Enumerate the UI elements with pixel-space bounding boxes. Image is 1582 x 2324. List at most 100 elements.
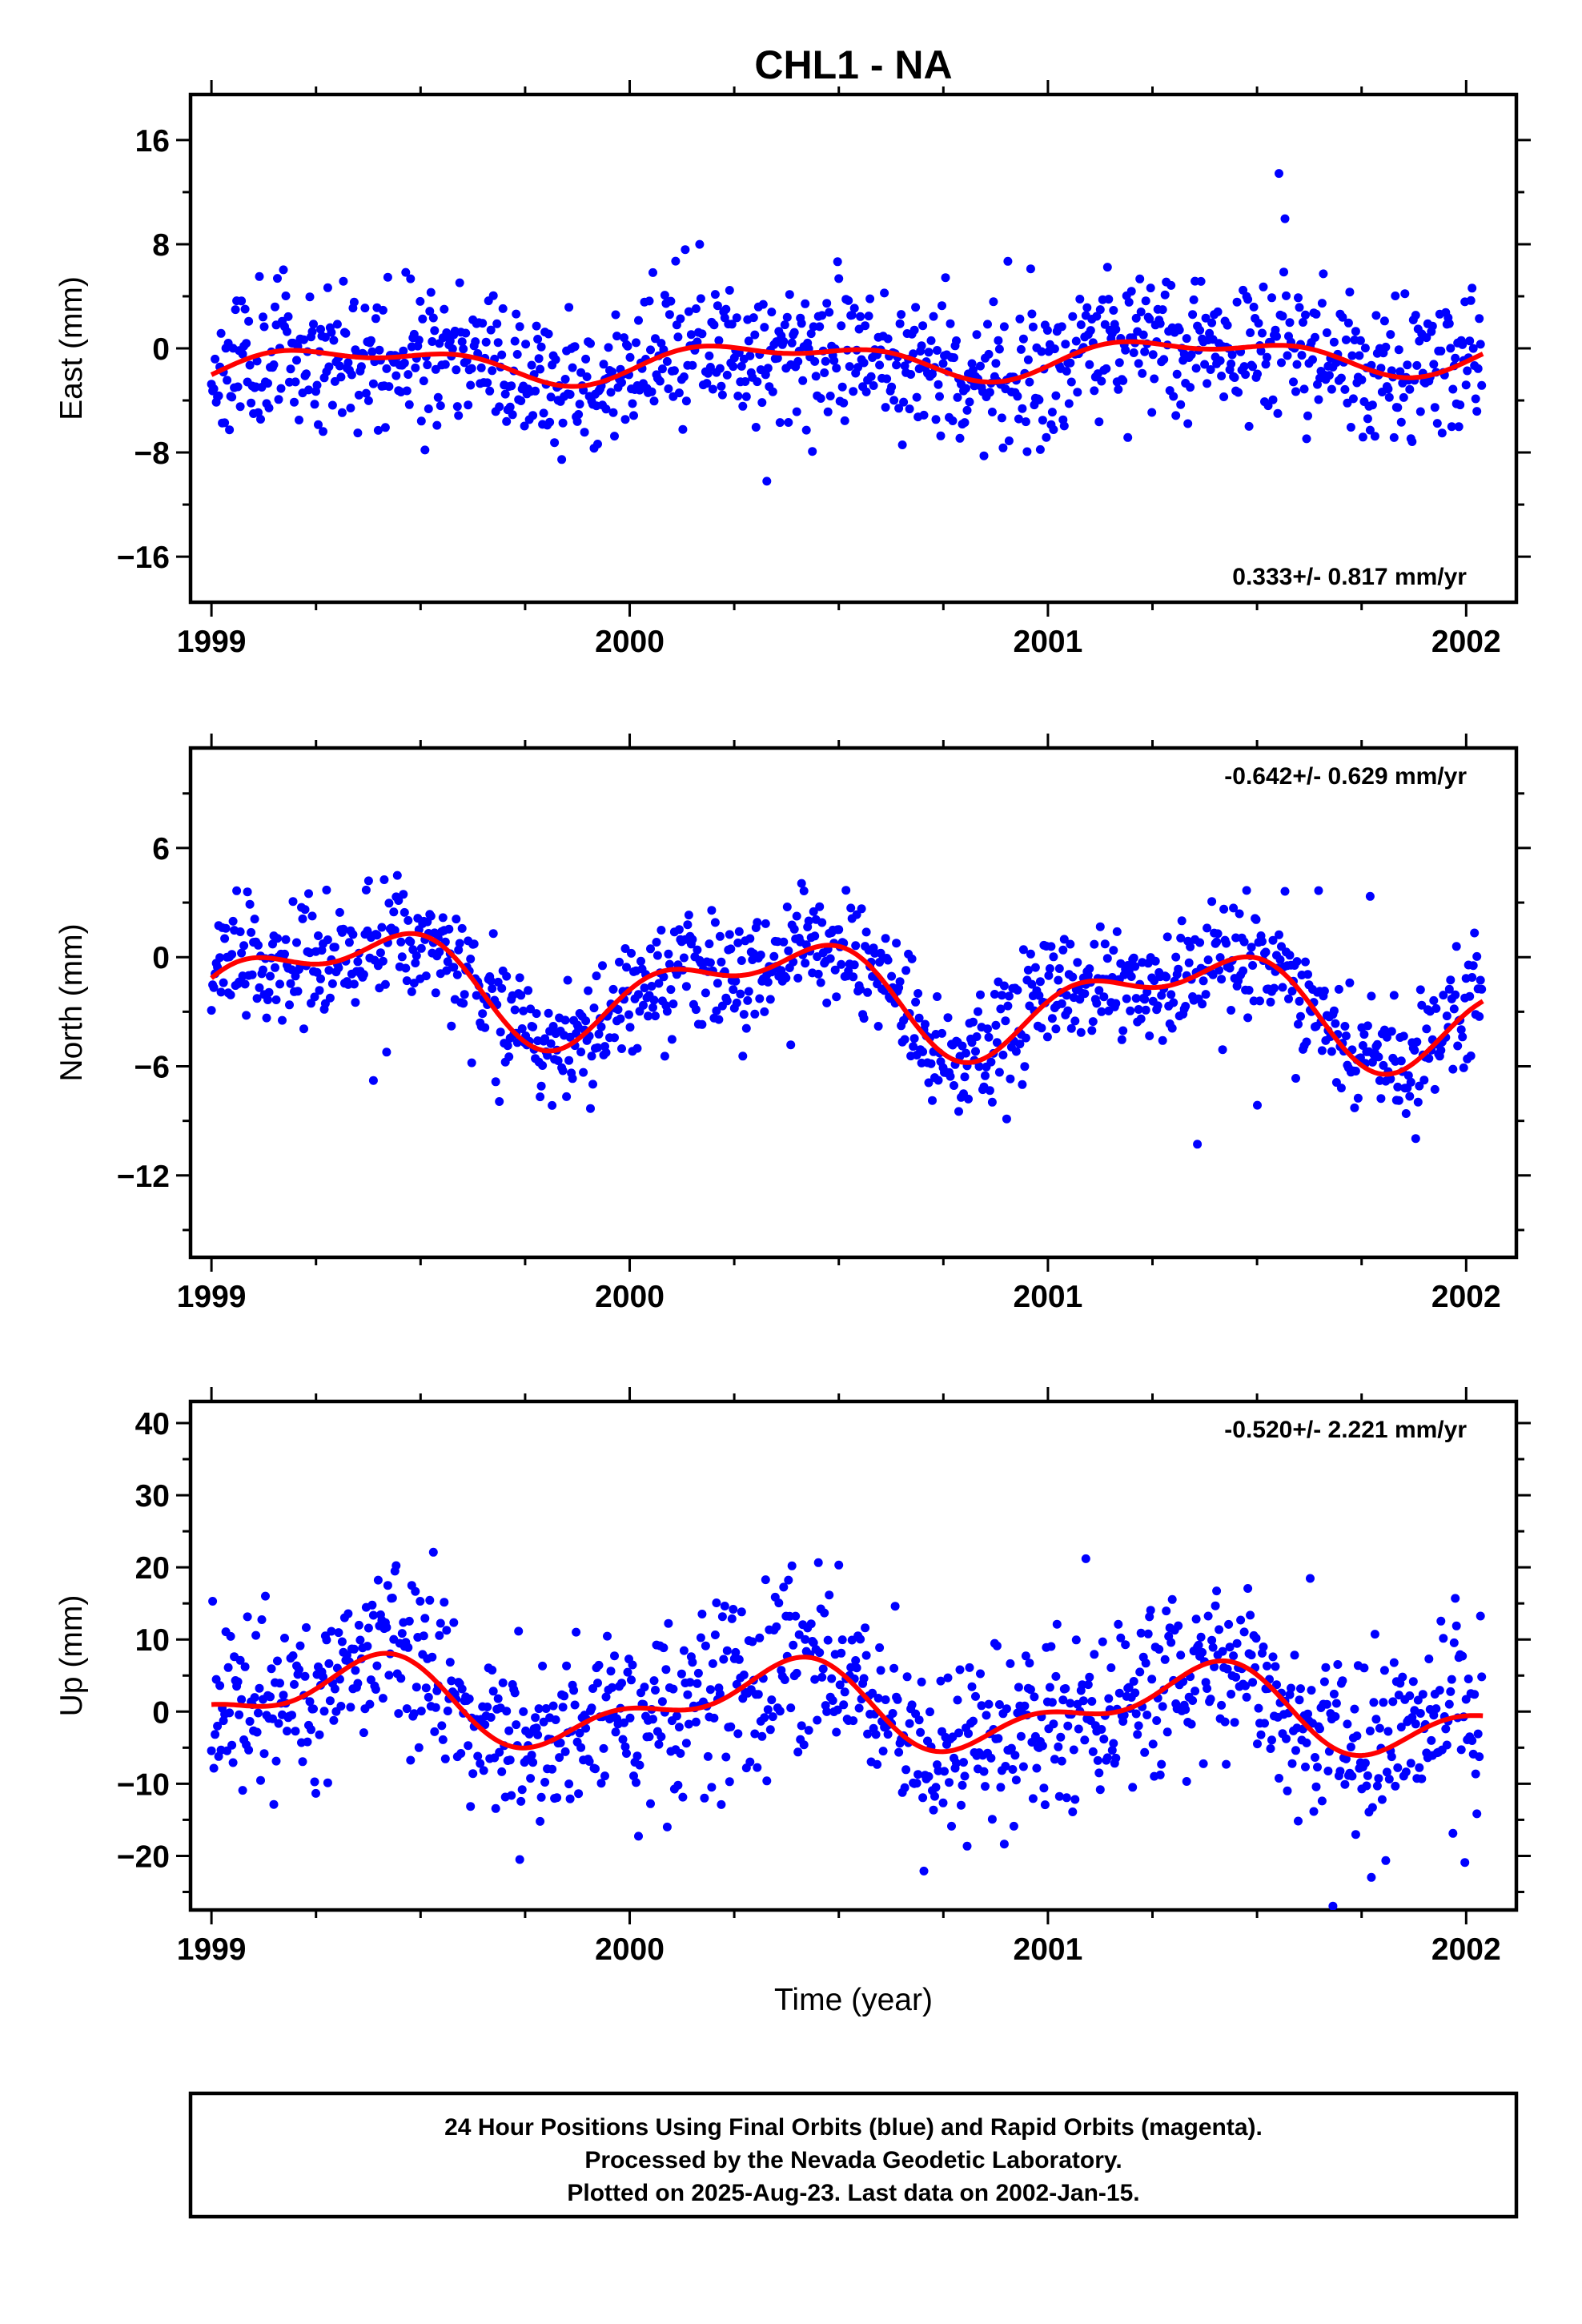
north-data-point <box>616 1014 625 1023</box>
north-data-point <box>548 1022 558 1031</box>
east-data-point <box>1246 328 1255 337</box>
north-data-point <box>1242 886 1251 895</box>
north-data-point <box>216 987 226 997</box>
up-data-point <box>986 1753 996 1763</box>
north-data-point <box>273 934 282 943</box>
up-data-point <box>208 1597 218 1606</box>
up-data-point <box>303 1737 312 1747</box>
up-data-point <box>620 1742 630 1751</box>
north-data-point <box>732 998 741 1007</box>
east-data-point <box>628 399 637 408</box>
up-data-point <box>688 1658 697 1667</box>
north-data-point <box>714 1015 724 1024</box>
north-data-point <box>710 918 720 927</box>
north-data-point <box>1057 999 1066 1008</box>
north-data-point <box>1422 1024 1431 1034</box>
up-data-point <box>363 1623 373 1633</box>
north-data-point <box>1353 1093 1363 1103</box>
east-data-point <box>1085 360 1094 369</box>
north-data-point <box>744 987 753 996</box>
north-data-point <box>524 986 533 995</box>
up-data-point <box>1069 1745 1078 1755</box>
east-data-point <box>839 398 849 408</box>
north-data-point <box>1111 999 1121 1008</box>
east-data-point <box>1275 169 1283 179</box>
north-data-point <box>610 1033 619 1043</box>
north-data-point <box>1066 939 1075 949</box>
up-data-point <box>1211 1601 1220 1610</box>
north-data-point <box>478 1009 488 1019</box>
up-data-point <box>1311 1753 1319 1762</box>
east-data-point <box>1014 414 1023 424</box>
up-data-point <box>1272 1680 1281 1690</box>
north-data-point <box>488 929 498 939</box>
up-data-point <box>1099 1735 1109 1744</box>
east-data-point <box>527 360 536 370</box>
north-data-point <box>665 959 674 969</box>
north-data-point <box>909 1042 918 1051</box>
north-data-point <box>652 951 662 960</box>
up-data-point <box>958 1780 967 1790</box>
east-data-point <box>702 379 712 388</box>
up-data-point <box>1307 1686 1316 1695</box>
up-data-point <box>1222 1759 1231 1769</box>
east-data-point <box>864 312 873 321</box>
north-data-point <box>504 1052 514 1062</box>
up-data-point <box>1241 1681 1251 1691</box>
up-data-point <box>1146 1606 1155 1615</box>
east-data-point <box>931 415 941 424</box>
east-data-point <box>997 413 1006 423</box>
north-data-point <box>275 979 284 989</box>
up-data-point <box>367 1600 377 1610</box>
east-data-point <box>1109 306 1118 315</box>
up-data-point <box>912 1779 921 1788</box>
east-data-point <box>789 328 799 337</box>
north-data-point <box>1372 1039 1382 1049</box>
east-data-point <box>695 239 705 249</box>
north-data-point <box>368 1076 378 1085</box>
north-data-point <box>1363 1021 1372 1031</box>
east-data-point <box>337 408 347 417</box>
north-data-point <box>1150 956 1160 966</box>
up-data-point <box>818 1664 828 1674</box>
north-data-point <box>480 1023 490 1032</box>
east-data-point <box>574 410 584 419</box>
east-data-point <box>581 354 591 364</box>
east-data-point <box>757 398 767 408</box>
up-plot-frame <box>188 1399 1519 1912</box>
up-data-point <box>1058 1695 1068 1705</box>
up-data-point <box>662 1822 672 1831</box>
east-data-point <box>492 319 502 328</box>
up-data-point <box>971 1691 980 1701</box>
east-data-point <box>1189 295 1199 304</box>
east-data-point <box>801 425 811 435</box>
north-data-point <box>588 1080 597 1089</box>
up-data-point <box>419 1631 428 1641</box>
north-data-point <box>613 1005 623 1015</box>
east-data-point <box>673 332 683 342</box>
north-data-point <box>1239 937 1249 947</box>
east-data-point <box>815 322 825 332</box>
up-data-point <box>365 1699 375 1709</box>
east-data-point <box>745 351 755 360</box>
up-data-point <box>428 1547 438 1557</box>
east-data-point <box>1277 358 1286 368</box>
east-data-point <box>402 386 412 396</box>
east-data-point <box>662 356 672 366</box>
east-data-point <box>979 451 989 460</box>
north-data-point <box>348 930 358 939</box>
north-data-point <box>1415 985 1425 995</box>
north-data-point <box>411 959 420 967</box>
north-data-point <box>992 1038 1002 1047</box>
north-data-point <box>962 1048 970 1058</box>
up-data-point <box>957 1800 966 1810</box>
east-data-point <box>1294 293 1303 303</box>
up-data-point <box>929 1805 938 1815</box>
east-data-point <box>1075 295 1085 304</box>
east-data-point <box>784 418 793 427</box>
east-data-point <box>316 324 325 334</box>
north-data-point <box>421 971 431 981</box>
north-data-point <box>857 904 866 914</box>
up-data-point <box>813 1715 822 1725</box>
up-data-point <box>323 1778 332 1787</box>
